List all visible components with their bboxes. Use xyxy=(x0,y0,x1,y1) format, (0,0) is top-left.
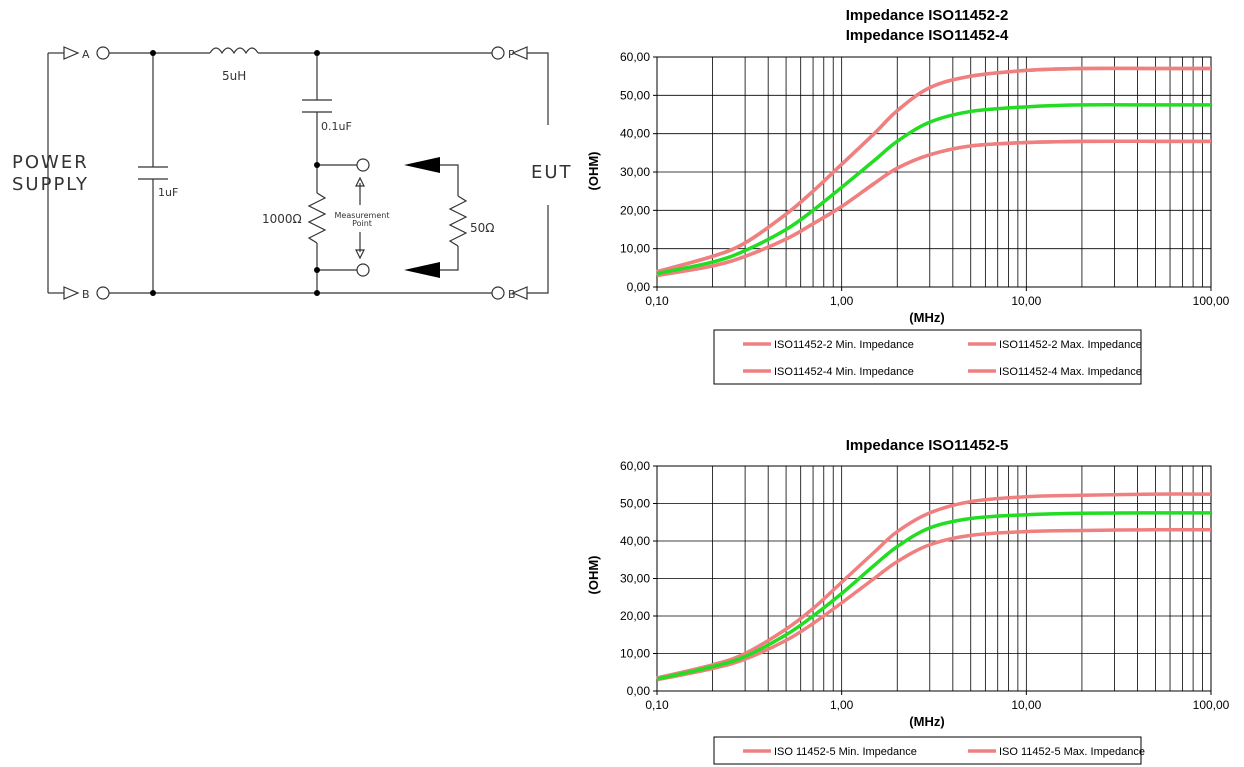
terminal-b-left-circle-icon xyxy=(96,286,110,300)
resistor-50-symbol xyxy=(448,195,468,247)
terminal-p-circle-icon xyxy=(491,46,505,60)
x-tick-label: 10,00 xyxy=(1011,698,1041,712)
terminal-b-left-label: B xyxy=(82,288,90,301)
terminal-p-arrow-icon xyxy=(511,46,528,60)
x-axis-ticks: 0,10 1,00 10,00 100,00 xyxy=(645,691,1230,712)
x-tick-label: 100,00 xyxy=(1193,698,1230,712)
series-line-nominal xyxy=(656,103,1211,276)
chart-iso11452-2-4: Impedance ISO11452-2 Impedance ISO11452-… xyxy=(586,7,1230,385)
terminal-b-right-circle-icon xyxy=(491,286,505,300)
y-tick-label: 20,00 xyxy=(620,203,650,217)
chart-legend: ISO11452-2 Min. Impedance ISO11452-2 Max.… xyxy=(713,329,1142,385)
y-tick-label: 60,00 xyxy=(620,50,650,64)
series-line-iso11452-4-max-impedance xyxy=(656,66,1211,274)
junction-dot xyxy=(150,50,156,56)
legend-label: ISO11452-4 Min. Impedance xyxy=(774,366,914,378)
series-line-iso-11452-5-max-impedance xyxy=(656,492,1212,680)
measurement-label-line1: Measurement xyxy=(335,211,390,220)
y-axis-label: (OHM) xyxy=(586,556,601,595)
legend-label: ISO11452-2 Max. Impedance xyxy=(999,339,1142,351)
terminal-b-left-arrow-icon xyxy=(63,286,80,300)
y-axis-label: (OHM) xyxy=(586,152,601,191)
legend-label: ISO11452-2 Min. Impedance xyxy=(774,339,914,351)
junction-dot xyxy=(314,290,320,296)
y-tick-label: 50,00 xyxy=(620,88,650,102)
resistor-load-label: 50Ω xyxy=(470,221,494,235)
y-tick-label: 30,00 xyxy=(620,572,650,586)
legend-box xyxy=(713,329,1142,385)
load-top-arrow-icon xyxy=(404,157,440,173)
measurement-top-circle-icon xyxy=(356,158,370,172)
load-bottom-arrow-icon xyxy=(404,262,440,278)
y-tick-label: 40,00 xyxy=(620,534,650,548)
power-supply-label-line2: SUPPLY xyxy=(12,174,89,195)
terminal-a-arrow-icon xyxy=(63,46,80,60)
y-tick-label: 10,00 xyxy=(620,242,650,256)
y-tick-label: 20,00 xyxy=(620,609,650,623)
x-axis-ticks: 0,10 1,00 10,00 100,00 xyxy=(645,287,1230,308)
series-line-iso-11452-5-min-impedance xyxy=(656,527,1212,682)
legend-label: ISO 11452-5 Min. Impedance xyxy=(774,746,917,758)
capacitor-top-label: 0.1uF xyxy=(321,120,352,133)
measurement-up-arrow-icon xyxy=(355,176,365,187)
x-tick-label: 100,00 xyxy=(1193,294,1230,308)
x-tick-label: 1,00 xyxy=(830,294,854,308)
eut-label: EUT xyxy=(531,162,573,183)
measurement-down-arrow-icon xyxy=(355,249,365,260)
y-tick-label: 30,00 xyxy=(620,165,650,179)
chart-series xyxy=(656,66,1211,278)
series-line-nominal xyxy=(656,511,1212,681)
y-tick-label: 0,00 xyxy=(627,280,651,294)
chart-title: Impedance ISO11452-5 xyxy=(846,437,1009,454)
x-tick-label: 0,10 xyxy=(645,698,669,712)
x-tick-label: 0,10 xyxy=(645,294,669,308)
chart-iso11452-5: Impedance ISO11452-5 0,00 10,00 20,00 30,00… xyxy=(586,437,1230,765)
legend-label: ISO11452-4 Max. Impedance xyxy=(999,366,1142,378)
chart-subtitle: Impedance ISO11452-4 xyxy=(846,27,1009,44)
y-tick-label: 40,00 xyxy=(620,127,650,141)
y-tick-label: 60,00 xyxy=(620,459,650,473)
terminal-a-circle-icon xyxy=(96,46,110,60)
legend-label: ISO 11452-5 Max. Impedance xyxy=(999,746,1145,758)
terminal-a-label: A xyxy=(82,48,90,61)
y-axis-ticks: 0,00 10,00 20,00 30,00 40,00 50,00 60,00 xyxy=(620,459,657,698)
junction-dot xyxy=(150,290,156,296)
y-tick-label: 0,00 xyxy=(627,684,651,698)
x-tick-label: 10,00 xyxy=(1011,294,1041,308)
resistor-main-label: 1000Ω xyxy=(262,212,302,226)
capacitor-supply-label: 1uF xyxy=(158,186,178,199)
chart-legend: ISO 11452-5 Min. Impedance ISO 11452-5 Ma… xyxy=(713,736,1145,765)
x-tick-label: 1,00 xyxy=(830,698,854,712)
y-tick-label: 50,00 xyxy=(620,497,650,511)
terminal-p-label: P xyxy=(508,48,515,61)
x-axis-label: (MHz) xyxy=(909,714,944,729)
power-supply-label-line1: POWER xyxy=(12,152,89,173)
inductor-symbol xyxy=(209,47,259,55)
y-tick-label: 10,00 xyxy=(620,647,650,661)
resistor-1000-symbol xyxy=(307,192,327,244)
junction-dot xyxy=(314,162,320,168)
measurement-bottom-circle-icon xyxy=(356,263,370,277)
terminal-b-right-label: B xyxy=(508,288,516,301)
junction-dot xyxy=(314,50,320,56)
chart-series xyxy=(656,492,1212,682)
measurement-label-line2: Point xyxy=(352,219,372,228)
junction-dot xyxy=(314,267,320,273)
circuit-diagram: A B P B 5uH 0.1uF 1uF 1000Ω 50Ω Measurem… xyxy=(12,46,573,301)
y-axis-ticks: 0,00 10,00 20,00 30,00 40,00 50,00 60,00 xyxy=(620,50,657,294)
series-line-iso11452-4-min-impedance xyxy=(656,139,1211,278)
chart-title: Impedance ISO11452-2 xyxy=(846,7,1009,24)
x-axis-label: (MHz) xyxy=(909,310,944,325)
inductor-label: 5uH xyxy=(222,69,246,83)
legend-box xyxy=(713,736,1142,765)
